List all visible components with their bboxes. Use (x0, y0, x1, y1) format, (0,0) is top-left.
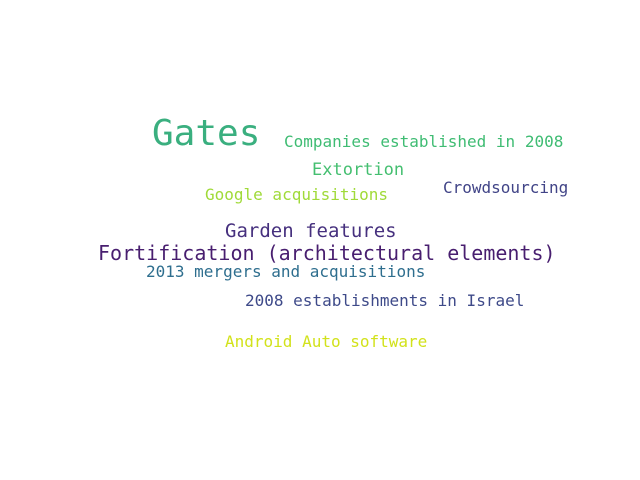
word-2008-establishments-in-israel: 2008 establishments in Israel (245, 291, 525, 310)
word-garden-features: Garden features (225, 220, 397, 242)
word-extortion: Extortion (312, 160, 405, 180)
word-2013-mergers-and-acquisitions: 2013 mergers and acquisitions (146, 262, 426, 281)
word-google-acquisitions: Google acquisitions (205, 185, 389, 204)
word-fortification: Fortification (architectural elements) (98, 241, 556, 265)
word-android-auto-software: Android Auto software (225, 332, 428, 351)
word-gates: Gates (152, 113, 261, 154)
word-companies-established-in-2008: Companies established in 2008 (284, 132, 564, 151)
word-crowdsourcing: Crowdsourcing (443, 178, 569, 197)
